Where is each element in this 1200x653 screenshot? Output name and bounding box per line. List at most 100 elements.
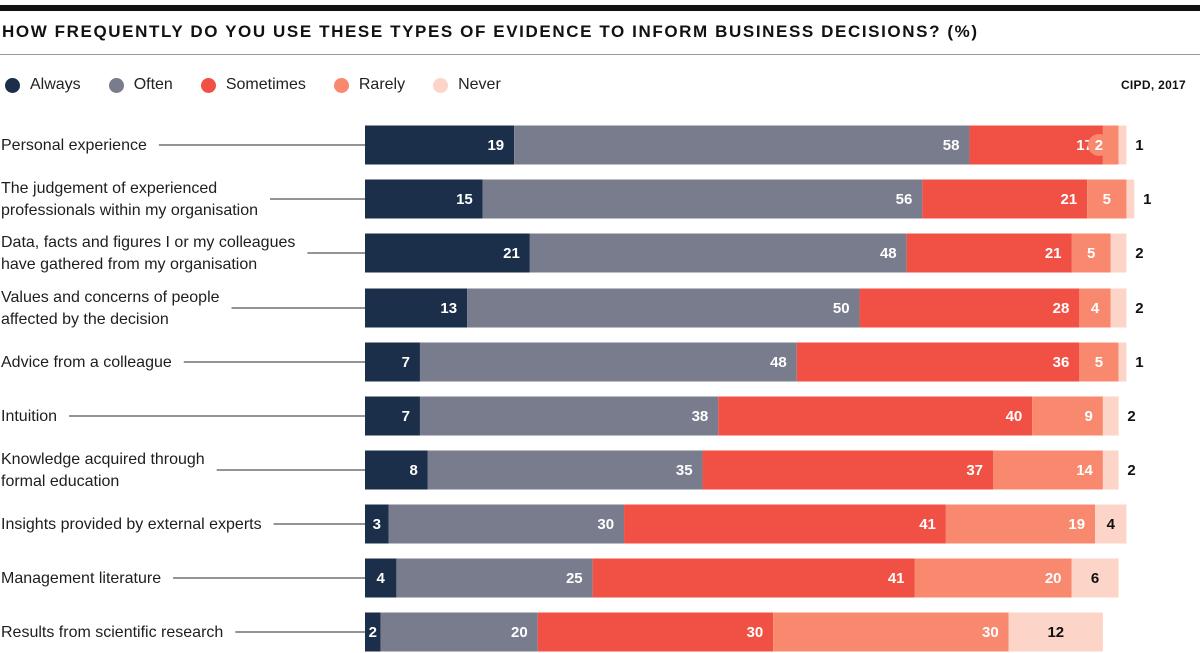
legend-swatch-often <box>108 77 124 93</box>
bar-segment-sometimes <box>796 342 1080 382</box>
legend-label: Often <box>133 76 173 93</box>
category-label: Advice from a colleague <box>1 354 172 371</box>
value-label: 12 <box>1047 624 1064 641</box>
legend-label: Sometimes <box>225 76 306 93</box>
value-label: 2 <box>369 624 377 641</box>
category-label: have gathered from my organisation <box>1 256 257 273</box>
value-label: 5 <box>1087 245 1095 262</box>
legend-label: Never <box>458 76 501 93</box>
legend-item-rarely: Rarely <box>333 76 405 94</box>
category-label: Intuition <box>1 408 57 425</box>
category-label: Results from scientific research <box>1 624 223 641</box>
bar-segment-sometimes <box>537 612 774 652</box>
value-label: 41 <box>919 516 936 533</box>
bar-segment-never <box>1118 342 1127 382</box>
bar-segment-always <box>365 288 468 328</box>
value-label: 25 <box>566 570 583 587</box>
category-label: The judgement of experienced <box>1 180 217 197</box>
value-label: 20 <box>1045 570 1062 587</box>
value-label: 2 <box>1095 137 1103 154</box>
value-label: 21 <box>503 245 520 262</box>
bar-segment-never <box>1110 288 1127 328</box>
value-label: 30 <box>597 516 614 533</box>
value-label: 14 <box>1076 462 1093 479</box>
value-label: 1 <box>1143 191 1151 208</box>
bar-segment-always <box>365 396 420 436</box>
value-label: 4 <box>377 570 386 587</box>
value-label: 2 <box>1127 462 1135 479</box>
bar-segment-sometimes <box>922 179 1088 219</box>
bar-segment-often <box>388 504 625 544</box>
value-label: 15 <box>456 191 473 208</box>
value-label: 5 <box>1095 354 1103 371</box>
value-label: 37 <box>966 462 983 479</box>
bar-segment-often <box>467 288 860 328</box>
value-label: 8 <box>409 462 417 479</box>
value-label: 9 <box>1085 408 1093 425</box>
bar-segment-rarely <box>1032 396 1103 436</box>
chart-title: HOW FREQUENTLY DO YOU USE THESE TYPES OF… <box>2 22 979 41</box>
value-label: 30 <box>982 624 999 641</box>
bar-segment-rarely <box>1071 233 1111 273</box>
value-label: 21 <box>1045 245 1062 262</box>
bar-segment-often <box>427 450 703 490</box>
bar-segment-sometimes <box>969 125 1103 165</box>
category-label: professionals within my organisation <box>1 202 258 219</box>
bar-segment-rarely <box>773 612 1009 652</box>
top-rule-bar <box>0 5 1200 11</box>
value-label: 48 <box>770 354 787 371</box>
legend-swatch-never <box>433 77 449 93</box>
bar-segment-always <box>365 233 530 273</box>
value-label: 30 <box>747 624 764 641</box>
bar-segment-sometimes <box>592 558 915 598</box>
legend-swatch-always <box>5 77 20 93</box>
bar-segment-never <box>1095 504 1127 544</box>
category-label: Insights provided by external experts <box>1 516 262 533</box>
value-label: 20 <box>511 624 528 641</box>
bar-segment-often <box>514 125 970 165</box>
legend-item-always: Always <box>5 76 81 94</box>
source-label: CIPD, 2017 <box>1120 78 1186 92</box>
legend-item-often: Often <box>108 76 173 94</box>
bar-segment-often <box>529 233 907 273</box>
value-label: 40 <box>1006 408 1023 425</box>
bar-segment-often <box>419 342 797 382</box>
bar-segment-always <box>365 612 381 652</box>
bar-segment-often <box>482 179 923 219</box>
value-label: 1 <box>1135 354 1143 371</box>
category-label: Management literature <box>1 570 161 587</box>
value-label: 7 <box>402 354 410 371</box>
bar-segment-often <box>380 612 538 652</box>
bar-segment-often <box>419 396 719 436</box>
bar-segment-sometimes <box>906 233 1072 273</box>
bar-segment-never <box>1071 558 1119 598</box>
legend-swatch-sometimes <box>200 77 216 93</box>
bar-segment-never <box>1118 125 1127 165</box>
value-label: 7 <box>402 408 410 425</box>
value-label: 58 <box>943 137 960 154</box>
title-divider <box>0 54 1200 55</box>
bar-segment-rarely <box>1102 125 1119 165</box>
value-label: 3 <box>373 516 381 533</box>
bar-segment-always <box>365 558 397 598</box>
legend-item-sometimes: Sometimes <box>200 76 306 94</box>
value-label: 48 <box>880 245 897 262</box>
value-label: 36 <box>1053 354 1070 371</box>
category-label: Data, facts and figures I or my colleagu… <box>1 234 295 251</box>
legend-label: Always <box>30 76 81 93</box>
bar-segment-rarely <box>945 504 1096 544</box>
bar-segment-never <box>1102 396 1119 436</box>
bar-segment-sometimes <box>624 504 946 544</box>
value-label: 50 <box>833 300 850 317</box>
value-label: 2 <box>1127 408 1135 425</box>
category-label: Personal experience <box>1 137 147 154</box>
bar-segment-rarely <box>914 558 1072 598</box>
value-label: 1 <box>1135 137 1143 154</box>
value-label: 38 <box>692 408 709 425</box>
bar-segment-rarely <box>1087 179 1127 219</box>
value-label: 2 <box>1135 300 1143 317</box>
bar-segment-always <box>365 125 515 165</box>
category-label: Values and concerns of people <box>1 289 220 306</box>
bar-segment-always <box>365 179 483 219</box>
